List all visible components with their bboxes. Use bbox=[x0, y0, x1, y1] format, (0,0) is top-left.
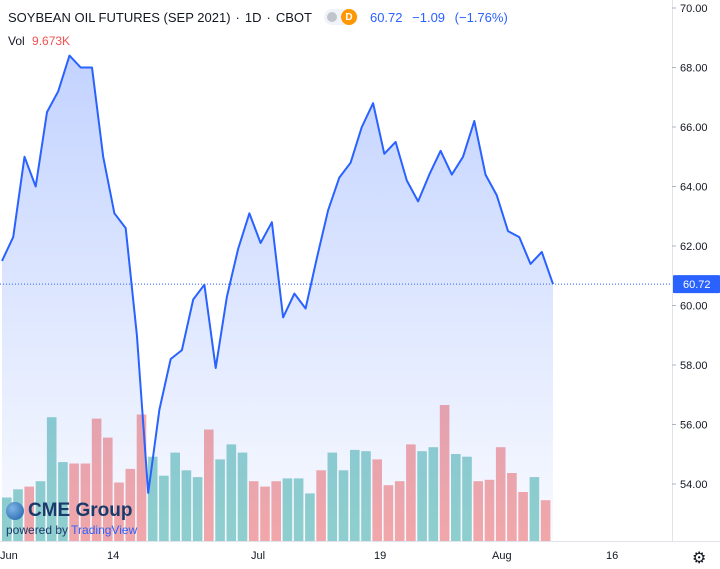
symbol-title[interactable]: SOYBEAN OIL FUTURES (SEP 2021) bbox=[8, 9, 231, 25]
quote-values: 60.72 −1.09 (−1.76%) bbox=[370, 10, 514, 25]
x-tick-label: 16 bbox=[606, 550, 618, 562]
globe-icon bbox=[6, 502, 24, 520]
price-tag bbox=[673, 275, 720, 294]
toggle-off-icon bbox=[326, 12, 337, 22]
price-area-fill bbox=[2, 55, 553, 541]
price-area bbox=[0, 54, 672, 541]
gear-icon[interactable]: ⚙ bbox=[692, 550, 707, 567]
x-tick-label: Jun bbox=[0, 550, 18, 562]
provider-name: TradingView bbox=[71, 523, 138, 537]
brand-name: CME Group bbox=[28, 500, 133, 521]
x-tick-label: 14 bbox=[107, 550, 119, 562]
price-tag-label: 60.72 bbox=[683, 279, 711, 291]
price-change: −1.09 bbox=[412, 9, 446, 25]
chart-header: SOYBEAN OIL FUTURES (SEP 2021) · 1D · CB… bbox=[8, 9, 514, 25]
volume-label: Vol bbox=[8, 34, 25, 48]
volume-value: 9.673K bbox=[32, 34, 71, 48]
session-toggle[interactable]: D bbox=[323, 9, 358, 25]
interval-label[interactable]: 1D bbox=[244, 9, 262, 25]
separator-dot: · bbox=[235, 9, 240, 25]
cme-logo[interactable]: CME Group powered by TradingView bbox=[6, 500, 137, 537]
powered-by-text: powered by bbox=[6, 523, 69, 537]
y-tick-label: 64.00 bbox=[680, 182, 708, 194]
volume-legend: Vol 9.673K bbox=[8, 34, 70, 48]
y-tick-label: 62.00 bbox=[680, 241, 708, 253]
toggle-d-badge: D bbox=[340, 9, 357, 25]
price-line bbox=[1, 54, 554, 494]
last-price: 60.72 bbox=[369, 9, 403, 25]
y-tick-label: 68.00 bbox=[680, 63, 708, 75]
x-tick-label: 19 bbox=[374, 550, 386, 562]
separator-dot: · bbox=[266, 9, 271, 25]
y-tick-label: 70.00 bbox=[680, 3, 708, 15]
price-change-percent: (−1.76%) bbox=[454, 9, 508, 25]
y-tick-label: 56.00 bbox=[680, 420, 708, 432]
exchange-label: CBOT bbox=[275, 9, 312, 25]
y-tick-label: 60.00 bbox=[680, 301, 708, 313]
y-tick-label: 58.00 bbox=[680, 360, 708, 372]
x-tick-label: Aug bbox=[492, 550, 512, 562]
x-tick-label: Jul bbox=[251, 550, 265, 562]
y-tick-label: 54.00 bbox=[680, 479, 708, 491]
y-tick-label: 66.00 bbox=[680, 122, 708, 134]
